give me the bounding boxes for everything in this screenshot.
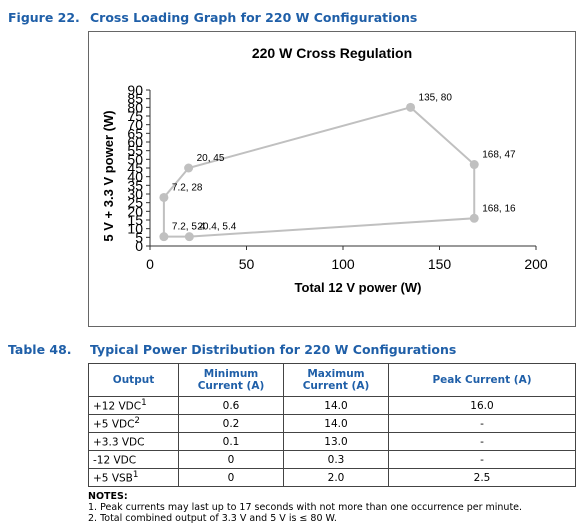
data-label: 20.4, 5.4 [197,222,236,233]
data-label: 135, 80 [419,92,453,103]
data-label: 7.2, 5.4 [172,222,206,233]
y-tick-label: 5 [135,229,143,245]
table-row: +3.3 VDC 0.1 13.0 - [88,432,576,451]
output-cell: -12 VDC [88,450,179,469]
y-tick-label: 30 [127,186,143,202]
figure-number: Figure 22. [8,10,80,25]
output-label: +12 VDC [93,400,142,413]
max-current-cell: 0.3 [283,450,389,469]
table-number: Table 48. [8,342,72,357]
table-header-row: Output Minimum Current (A) Maximum Curre… [88,363,576,397]
footnote-ref: 1 [132,470,139,481]
y-tick-label: 70 [127,117,143,133]
max-current-cell: 14.0 [283,414,389,433]
data-point [469,213,479,223]
peak-current-cell: - [388,414,576,433]
peak-current-cell: 2.5 [388,468,576,487]
peak-current-cell: - [388,432,576,451]
output-label: +5 VSB [93,472,133,485]
min-current-cell: 0.2 [178,414,284,433]
output-cell: +5 VSB1 [88,468,179,487]
table-row: -12 VDC 0 0.3 - [88,450,576,469]
y-tick-label: 25 [127,195,143,211]
y-tick-label: 85 [127,91,143,107]
max-current-cell: 14.0 [283,396,389,415]
output-label: +5 VDC [93,418,135,431]
y-tick-label: 55 [127,143,143,159]
power-distribution-table: Output Minimum Current (A) Maximum Curre… [88,363,576,487]
footnote-ref: 2 [134,416,140,427]
min-current-cell: 0 [178,468,284,487]
data-label: 20, 45 [197,153,225,164]
header-maximum-current: Maximum Current (A) [283,363,389,397]
y-tick-label: 15 [127,212,143,228]
figure-title: Cross Loading Graph for 220 W Configurat… [90,10,418,25]
y-tick-label: 75 [127,108,143,124]
x-tick-label: 150 [428,256,452,272]
header-peak-current: Peak Current (A) [388,363,576,397]
y-tick-label: 65 [127,125,143,141]
data-point [159,192,169,202]
data-point [184,163,194,173]
x-tick-label: 200 [524,256,548,272]
x-tick-label: 50 [239,256,255,272]
footnote-ref: 1 [141,398,147,409]
table-caption: Table 48. Typical Power Distribution for … [8,342,456,357]
peak-current-cell: - [388,450,576,469]
min-current-cell: 0.1 [178,432,284,451]
note-item: 1. Peak currents may last up to 17 secon… [88,502,523,513]
y-tick-label: 20 [127,203,143,219]
data-label: 168, 47 [482,150,516,161]
data-point [159,232,169,242]
y-tick-label: 80 [127,99,143,115]
output-cell: +3.3 VDC [88,432,179,451]
data-label: 7.2, 28 [172,182,203,193]
output-label: +3.3 VDC [93,436,145,449]
note-item: 2. Total combined output of 3.3 V and 5 … [88,513,337,524]
header-minimum-current: Minimum Current (A) [178,363,284,397]
output-cell: +5 VDC2 [88,414,179,433]
output-cell: +12 VDC1 [88,396,179,415]
table-notes: NOTES: 1. Peak currents may last up to 1… [88,491,522,524]
data-point [184,232,194,242]
header-output: Output [88,363,179,397]
output-label: -12 VDC [93,454,137,467]
y-tick-label: 0 [135,238,143,254]
x-axis-label: Total 12 V power (W) [295,280,422,295]
data-point [406,102,416,112]
data-point [469,160,479,170]
table-title: Typical Power Distribution for 220 W Con… [90,342,457,357]
series-line [162,106,476,238]
y-tick-label: 45 [127,160,143,176]
y-tick-label: 10 [127,221,143,237]
chart-title: 220 W Cross Regulation [251,45,413,61]
y-tick-label: 90 [127,82,143,98]
y-tick-label: 40 [127,169,143,185]
y-axis-label: 5 V + 3.3 V power (W) [101,110,116,241]
peak-current-cell: 16.0 [388,396,576,415]
data-label: 168, 16 [482,203,516,214]
x-tick-label: 100 [331,256,355,272]
y-tick-label: 50 [127,151,143,167]
min-current-cell: 0 [178,450,284,469]
chart-frame: 220 W Cross Regulation 0 5 10 15 20 25 30 35 40 4… [88,31,576,327]
max-current-cell: 2.0 [283,468,389,487]
x-tick-label: 0 [146,256,154,272]
table-row: +5 VDC2 0.2 14.0 - [88,414,576,433]
figure-caption: Figure 22. Cross Loading Graph for 220 W … [8,10,417,25]
max-current-cell: 13.0 [283,432,389,451]
notes-heading: NOTES: [88,491,128,502]
table-row: +5 VSB1 0 2.0 2.5 [88,468,576,487]
y-tick-label: 35 [127,177,143,193]
y-tick-label: 60 [127,134,143,150]
table-row: +12 VDC1 0.6 14.0 16.0 [88,396,576,415]
min-current-cell: 0.6 [178,396,284,415]
